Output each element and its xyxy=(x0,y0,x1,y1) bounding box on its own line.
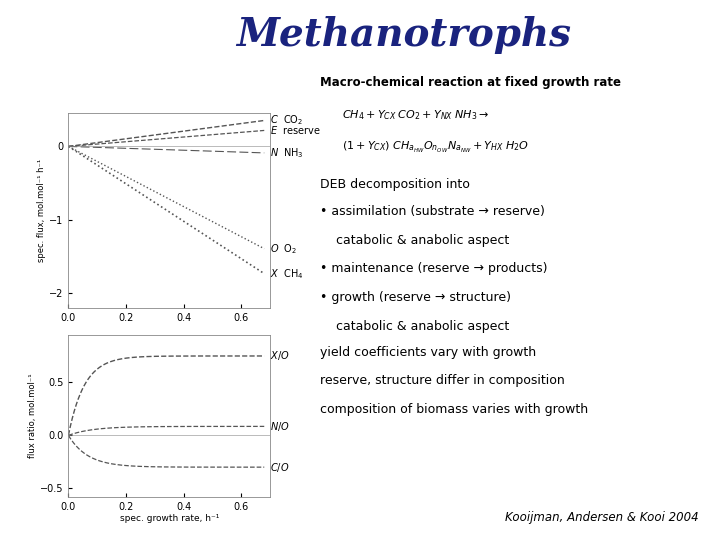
Text: $\mathit{X/O}$: $\mathit{X/O}$ xyxy=(270,349,289,362)
Text: $(1+Y_{CX})\;CH_{a_{HW}}O_{n_{OW}}N_{a_{NW}} + Y_{HX}\;H_2O$: $(1+Y_{CX})\;CH_{a_{HW}}O_{n_{OW}}N_{a_{… xyxy=(342,140,529,156)
Text: • growth (reserve → structure): • growth (reserve → structure) xyxy=(320,291,511,304)
Text: $\mathit{C/O}$: $\mathit{C/O}$ xyxy=(270,461,289,474)
Text: Kooijman, Andersen & Kooi 2004: Kooijman, Andersen & Kooi 2004 xyxy=(505,511,698,524)
Y-axis label: flux ratio, mol.mol⁻¹: flux ratio, mol.mol⁻¹ xyxy=(28,374,37,458)
Text: $\mathit{O}$  O$_2$: $\mathit{O}$ O$_2$ xyxy=(270,242,297,255)
Text: reserve, structure differ in composition: reserve, structure differ in composition xyxy=(320,374,565,387)
Text: catabolic & anabolic aspect: catabolic & anabolic aspect xyxy=(320,234,510,247)
Text: Methanotrophs: Methanotrophs xyxy=(235,16,571,54)
Text: yield coefficients vary with growth: yield coefficients vary with growth xyxy=(320,346,536,359)
Text: • assimilation (substrate → reserve): • assimilation (substrate → reserve) xyxy=(320,205,545,218)
Text: $\mathit{N/O}$: $\mathit{N/O}$ xyxy=(270,420,289,433)
Y-axis label: spec. flux, mol.mol⁻¹ h⁻¹: spec. flux, mol.mol⁻¹ h⁻¹ xyxy=(37,159,46,262)
Text: $CH_4 + Y_{CX}\;CO_2 + Y_{NX}\;NH_3 \rightarrow$: $CH_4 + Y_{CX}\;CO_2 + Y_{NX}\;NH_3 \rig… xyxy=(342,108,490,122)
Text: • maintenance (reserve → products): • maintenance (reserve → products) xyxy=(320,262,548,275)
Text: $\mathit{X}$  CH$_4$: $\mathit{X}$ CH$_4$ xyxy=(270,267,303,280)
Text: Macro-chemical reaction at fixed growth rate: Macro-chemical reaction at fixed growth … xyxy=(320,76,621,89)
Text: $\mathit{N}$  NH$_3$: $\mathit{N}$ NH$_3$ xyxy=(270,146,303,160)
Text: catabolic & anabolic aspect: catabolic & anabolic aspect xyxy=(320,320,510,333)
Text: DEB decomposition into: DEB decomposition into xyxy=(320,178,470,191)
Text: composition of biomass varies with growth: composition of biomass varies with growt… xyxy=(320,403,588,416)
Text: $\mathit{E}$  reserve: $\mathit{E}$ reserve xyxy=(270,124,320,137)
X-axis label: spec. growth rate, h⁻¹: spec. growth rate, h⁻¹ xyxy=(120,515,219,523)
Text: $\mathit{C}$  CO$_2$: $\mathit{C}$ CO$_2$ xyxy=(270,113,303,127)
